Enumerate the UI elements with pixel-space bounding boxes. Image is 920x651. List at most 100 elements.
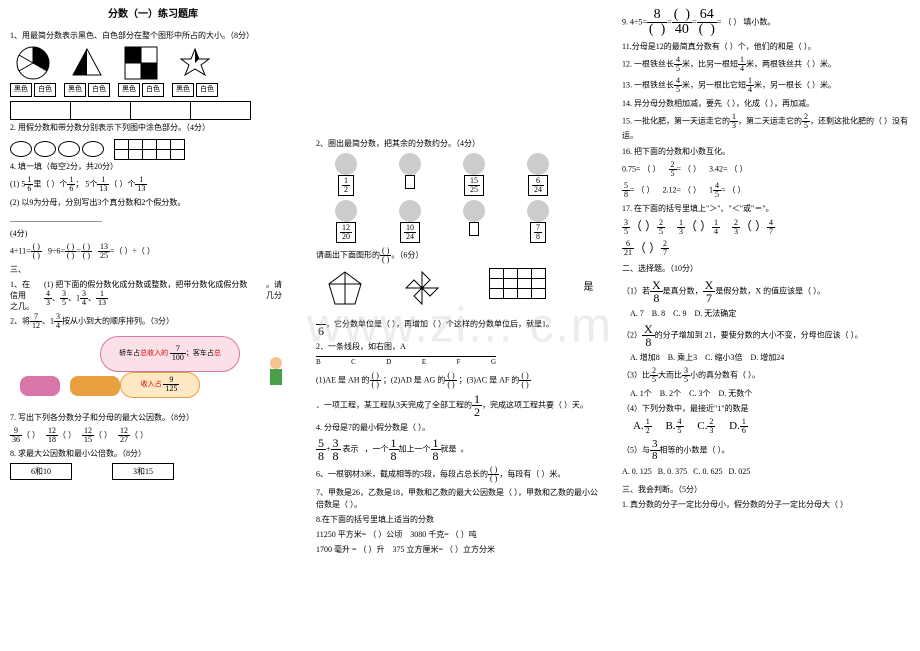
animal-row-2: 1220 1024 78: [316, 200, 602, 243]
person-icon: [266, 356, 286, 391]
c3-q17: 17. 在下面的括号里填上"＞"、"＜"或"＝"。: [622, 203, 908, 214]
shape-triangle: 黑色白色: [64, 45, 110, 97]
q-ae: (1)AE 是 AH 的( )( ) ；(2)AD 是 AG 的( )( ) ；…: [316, 372, 602, 389]
q7-fracs: 936（ ） 1218（ ） 1215（ ） 1227（ ）: [10, 427, 296, 444]
speech-bubble-1: 轿车占总收入的 7100；客车占总: [100, 336, 240, 372]
pentagon-icon: [325, 268, 365, 308]
car-icon: [20, 376, 60, 396]
page-title: 分数（一）练习题库: [10, 8, 296, 22]
san-1-mid: (1) 把下面的假分数化成分数或整数，把带分数化成假分数: [44, 279, 262, 290]
shi-char: 是: [583, 281, 593, 295]
q1-text: 1、用最简分数表示黑色、白色部分在整个图形中所占的大小。（8分）: [10, 30, 296, 41]
grid-2x5: [114, 139, 185, 160]
ovals: [10, 141, 104, 157]
san-1a: 1、在: [10, 279, 40, 290]
diagram-row: 是: [316, 268, 602, 308]
shape-circle: 黑色白色: [10, 45, 56, 97]
c2-q2: 2、圈出最简分数，把其余的分数约分。（4分）: [316, 138, 602, 149]
q-san1-wrap: 1、在 信用 之几。 (1) 把下面的假分数化成分数或整数，把带分数化成假分数 …: [10, 279, 296, 313]
c3-c4-opts: A.12 B.45 C.23 D.16: [622, 418, 908, 435]
san-1d: 。请: [266, 279, 296, 290]
c3-q9: 9. 4÷5=8( )=( )40=64( )= （ ） 填小数。: [622, 8, 908, 37]
c2-q8c: 1700 毫升 = （ ）升 375 立方厘米= （ ）立方分米: [316, 544, 602, 555]
animal-icon-1: [335, 153, 357, 175]
q2-figures: [10, 137, 296, 161]
san-1b: 信用: [10, 290, 40, 301]
q4-head: 4. 填一填（每空2分，共20分）: [10, 161, 296, 172]
san-1c: 之几。: [10, 301, 40, 312]
q4-1: (1) 516里（ ）个16； 5个113（ ）个113: [10, 176, 296, 193]
san-1e: 几分: [266, 290, 296, 301]
c2-q7: 7、甲数是26，乙数是18，甲数和乙数的最大公因数是（ ），甲数和乙数的最小公倍…: [316, 487, 602, 509]
san-1-fracs: 43、35、134、113: [44, 290, 262, 307]
q8-items: 6和10 3和15: [10, 463, 296, 480]
c3-c5-opts: A. 0. 125 B. 0. 375 C. 0. 625 D. 025: [622, 466, 908, 477]
c3-q17-row2: 621（ ）27: [622, 240, 908, 258]
c2-q6: 6、一根钢材3米，截成相等的5段，每段占总长的( )( )，每段有（ ）米。: [316, 466, 602, 483]
q4-eqs: 4÷11=( )( ) 9÷6=( )( )=( )( ) 1325=（ ）÷（…: [10, 243, 296, 260]
c3-c3-opts: A. 1个 B. 2个 C. 3个 D. 无数个: [622, 388, 908, 399]
speech-bubble-2: 收入占 9125: [120, 372, 200, 398]
c3-c2-opts: A. 增加8 B. 乘上3 C. 缩小3倍 D. 增加24: [622, 352, 908, 363]
column-1: 分数（一）练习题库 1、用最简分数表示黑色、白色部分在整个图形中所占的大小。（8…: [0, 0, 306, 651]
vehicle-callout: 轿车占总收入的 7100；客车占总 收入占 9125: [10, 336, 296, 406]
section-3: 三、: [10, 264, 296, 275]
animal-icon-8: [527, 200, 549, 222]
label-white: 白色: [34, 83, 56, 97]
c3-c5: （5）与38相等的小数是（ ）。: [622, 439, 908, 462]
q4-4: (4分): [10, 228, 296, 239]
column-2: 2、圈出最简分数，把其余的分数约分。（4分） 12 1525 624 1220 …: [306, 0, 612, 651]
q4-2: (2) 以9为分母，分别写出3个真分数和2个假分数。: [10, 197, 296, 208]
c3-q16-row1: 0.75= （ ） 25= （ ） 3.42= （ ）: [622, 161, 908, 178]
animal-icon-3: [463, 153, 485, 175]
c3-c4: （4）下列分数中，最接近"1"的数是: [622, 403, 908, 414]
page-columns: 分数（一）练习题库 1、用最简分数表示黑色、白色部分在整个图形中所占的大小。（8…: [0, 0, 920, 651]
sec3-head: 三、我会判断。（5分）: [622, 484, 908, 495]
shape-star: 黑色白色: [172, 45, 218, 97]
c3-q17-row1: 35（ ）25 13（ ）14 23（ ）47: [622, 218, 908, 236]
c3-q12: 12. 一根铁丝长45米，比另一根短14米，两根铁丝共（ ）米。: [622, 56, 908, 73]
sec2-head: 二、选择题。（10分）: [622, 263, 908, 274]
animal-row-1: 12 1525 624: [316, 153, 602, 196]
q-a6: 6，它分数单位是（ ），再增加（ ）个这样的分数单位后，就是1。: [316, 312, 602, 337]
q-line: 2．一条线段，如右图，A: [316, 341, 602, 352]
shape-grid: 黑色白色: [118, 45, 164, 97]
pinwheel-icon: [402, 268, 442, 308]
c3-q14: 14. 异分母分数相加减，要先（ ），化成（ ），再加减。: [622, 98, 908, 109]
c3-c3: （3）比25大而比35小的真分数有（ ）。: [622, 367, 908, 384]
san-2: 2、将712、134按从小到大的顺序排列。（3分）: [10, 313, 296, 330]
q1-shapes: 黑色白色 黑色白色 黑色白色 黑色白色: [10, 45, 296, 97]
c3-q16-row2: 58= （ ） 2.12= （ ） 145= （ ）: [622, 182, 908, 199]
grid-3x4: [489, 268, 546, 308]
grid-icon: [123, 45, 159, 81]
c3-q13: 13. 一根铁丝长45米，另一根比它短14米，另一根长（ ）米。: [622, 77, 908, 94]
q8b-box: 3和15: [112, 463, 174, 480]
q8a-box: 6和10: [10, 463, 72, 480]
c3-c1-opts: A. 7 B. 8 C. 9 D. 无法确定: [622, 308, 908, 319]
line-segment: BCDEFG: [316, 356, 602, 368]
c3-j1: 1. 真分数的分子一定比分母小，假分数的分子一定比分母大（ ）: [622, 499, 908, 510]
q-proj: ．一项工程，某工程队3天完成了全部工程的12，完成这项工程共要（ ）天。: [316, 393, 602, 418]
c3-c2: （2）X8的分子增加到 21，要使分数的大小不变，分母也应该（ ）。: [622, 323, 908, 348]
q8-text: 8. 求最大公因数和最小公倍数。（8分）: [10, 448, 296, 459]
c3-q11: 11.分母是12的最简真分数有（ ）个，他们的和是（ ）。: [622, 41, 908, 52]
animal-icon-7: [463, 200, 485, 222]
q1-empty-table: [10, 101, 251, 120]
q-div: 4. 分母是7的最小假分数是（ ）。: [316, 422, 602, 433]
triangle-icon: [69, 45, 105, 81]
q-draw: 请画出下面图形的( )( )。（6分）: [316, 247, 602, 264]
animal-icon-6: [399, 200, 421, 222]
animal-icon-2: [399, 153, 421, 175]
q4-2-line: _______________________: [10, 213, 296, 224]
c3-q15: 15. 一批化肥，第一天运走它的13，第二天运走它的25，还剩这批化肥的（ ）没…: [622, 113, 908, 141]
q2-text: 2. 用假分数和带分数分别表示下列图中涂色部分。（4分）: [10, 122, 296, 133]
star-icon: [177, 45, 213, 81]
animal-icon-5: [335, 200, 357, 222]
q-58: 58+38 表示 ，一个18加上一个18就是 。: [316, 437, 602, 462]
c3-q16: 16. 把下面的分数和小数互化。: [622, 146, 908, 157]
c3-c1: （1）若X8是真分数，X7是假分数，X 的值应该是（ ）。: [622, 279, 908, 304]
animal-icon-4: [527, 153, 549, 175]
label-black: 黑色: [10, 83, 32, 97]
bus-icon: [70, 376, 120, 396]
c2-q8a: 11250 平方米= （ ）公顷 3080 千克= （ ）吨: [316, 529, 602, 540]
